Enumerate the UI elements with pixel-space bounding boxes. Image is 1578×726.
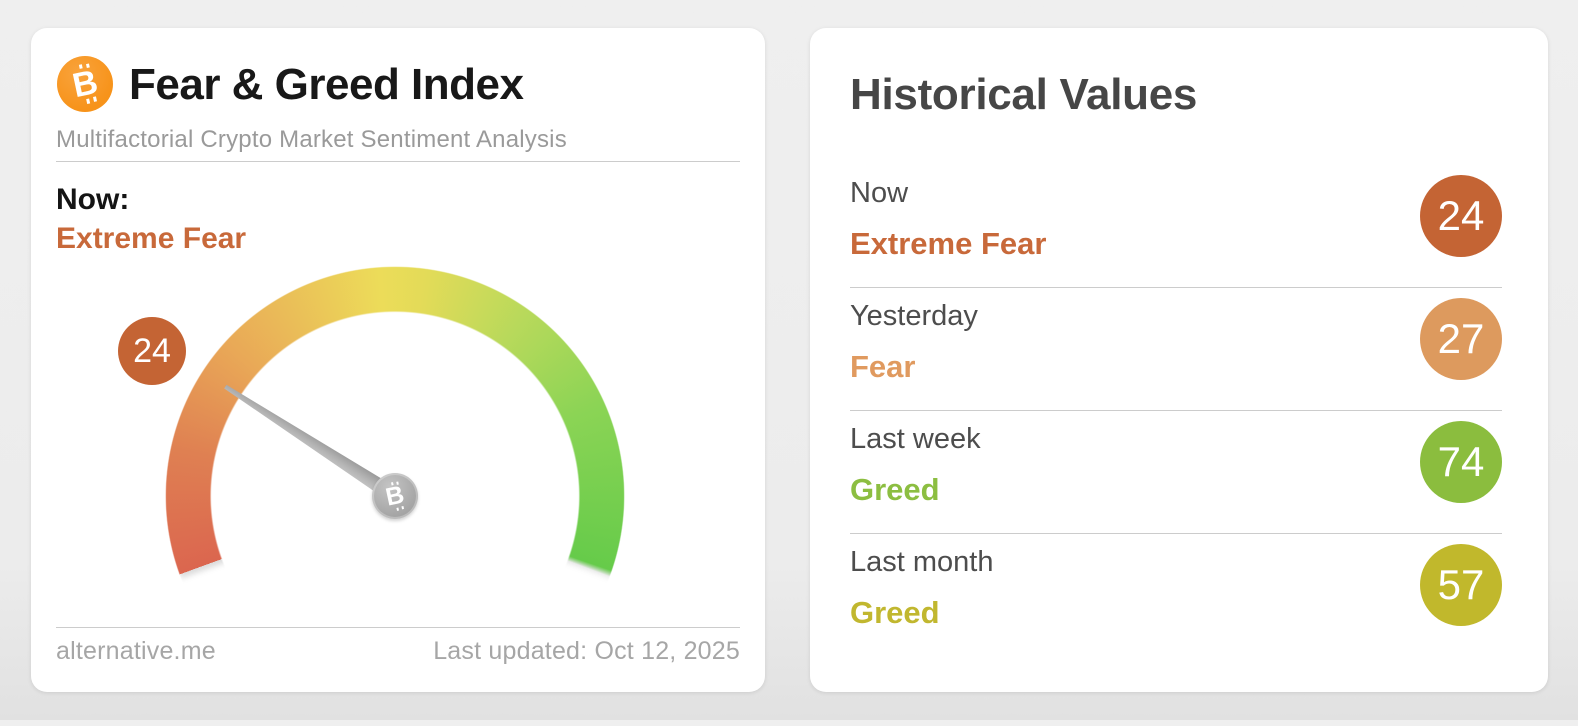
- row-classification: Extreme Fear: [850, 226, 1047, 261]
- bitcoin-b-glyph: B: [383, 479, 407, 512]
- row-period-label: Now: [850, 177, 909, 209]
- historical-row: Last week Greed 74: [850, 411, 1502, 534]
- widget-title: Fear & Greed Index: [129, 60, 524, 109]
- historical-rows: Now Extreme Fear 24 Yesterday Fear 27 La…: [850, 165, 1502, 657]
- row-period-label: Yesterday: [850, 300, 978, 332]
- row-period-label: Last week: [850, 423, 981, 455]
- historical-row: Yesterday Fear 27: [850, 288, 1502, 411]
- row-classification: Fear: [850, 349, 916, 384]
- historical-row: Now Extreme Fear 24: [850, 165, 1502, 288]
- fear-greed-index-card: B Fear & Greed Index Multifactorial Cryp…: [31, 28, 765, 726]
- historical-values-card: Historical Values Now Extreme Fear 24 Ye…: [810, 28, 1548, 692]
- row-classification: Greed: [850, 595, 940, 630]
- gauge-hub-bitcoin-icon: B: [372, 473, 418, 519]
- widget-subtitle: Multifactorial Crypto Market Sentiment A…: [56, 126, 567, 153]
- bitcoin-logo-icon: B: [57, 56, 113, 112]
- gauge-value-badge: 24: [118, 317, 186, 385]
- row-classification: Greed: [850, 472, 940, 507]
- row-period-label: Last month: [850, 546, 994, 578]
- historical-row: Last month Greed 57: [850, 534, 1502, 657]
- header-divider: [56, 161, 740, 162]
- gauge-footer: alternative.me Last updated: Oct 12, 202…: [56, 637, 740, 666]
- row-value-badge: 57: [1420, 544, 1502, 626]
- now-classification: Extreme Fear: [56, 222, 247, 255]
- now-label: Now:: [56, 183, 130, 216]
- row-value-badge: 74: [1420, 421, 1502, 503]
- last-updated-text: Last updated: Oct 12, 2025: [433, 637, 740, 665]
- historical-values-title: Historical Values: [850, 70, 1198, 119]
- bitcoin-b-glyph: B: [69, 62, 101, 106]
- row-value-badge: 27: [1420, 298, 1502, 380]
- footer-divider: [56, 627, 740, 628]
- source-link[interactable]: alternative.me: [56, 637, 216, 665]
- row-value-badge: 24: [1420, 175, 1502, 257]
